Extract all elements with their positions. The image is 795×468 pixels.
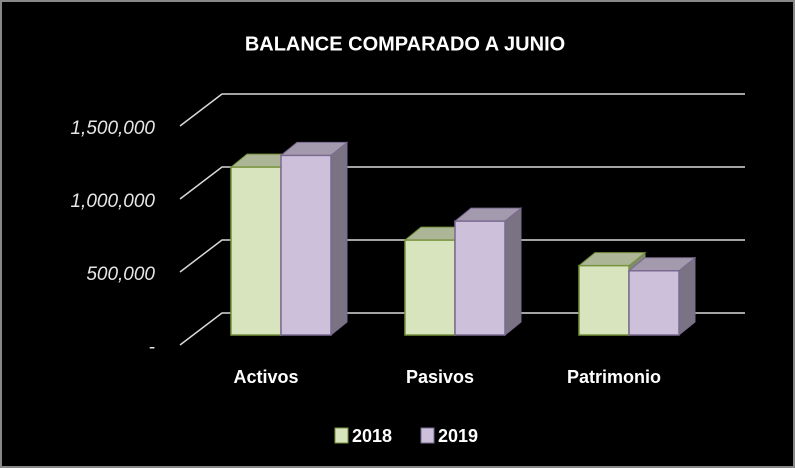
chart-title: BALANCE COMPARADO A JUNIO: [245, 33, 565, 55]
grid-line: [179, 239, 745, 273]
grid-line: [179, 93, 745, 127]
legend-label: 2018: [352, 426, 392, 446]
y-tick-label: 500,000: [86, 264, 155, 285]
y-tick-label: 1,000,000: [70, 191, 155, 212]
legend-swatch: [334, 427, 349, 444]
x-tick-label: Patrimonio: [567, 367, 661, 387]
bar: [578, 264, 630, 336]
legend-swatch: [420, 427, 435, 444]
y-tick-label: -: [149, 337, 155, 358]
y-tick-label: 1,500,000: [70, 118, 155, 139]
legend-label: 2019: [438, 426, 478, 446]
bar: [404, 239, 456, 336]
bar: [628, 270, 680, 336]
bar-side: [504, 207, 522, 337]
bar: [230, 166, 282, 336]
x-tick-label: Activos: [233, 367, 298, 387]
bar: [280, 154, 332, 336]
grid-line: [179, 312, 745, 346]
bar-side: [330, 141, 348, 337]
x-tick-label: Pasivos: [406, 367, 474, 387]
bar: [454, 220, 506, 336]
grid-line: [179, 166, 745, 200]
